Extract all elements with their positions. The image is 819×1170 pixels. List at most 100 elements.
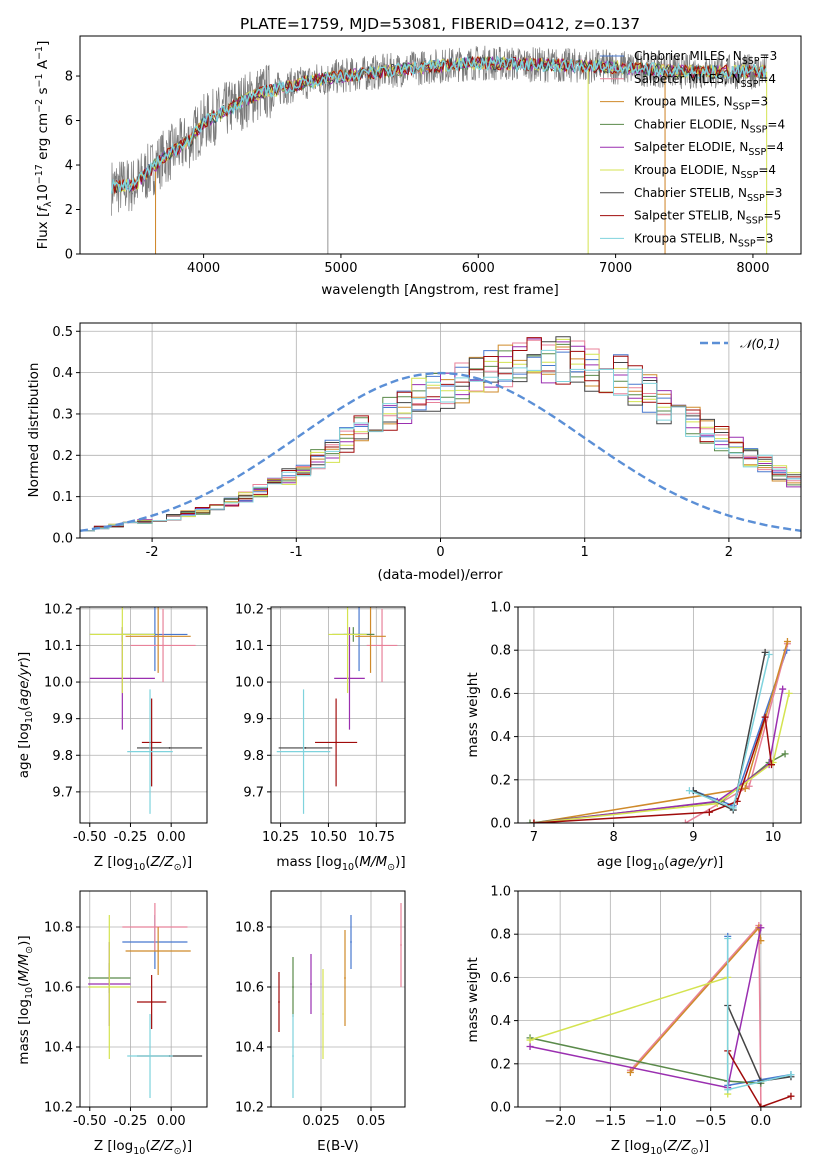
y-tick-label: 4 bbox=[65, 159, 73, 174]
age_vs_Z-frame bbox=[79, 606, 208, 824]
mass_vs_Z-frame bbox=[79, 890, 208, 1108]
weight-line-salpeter-miles bbox=[629, 923, 762, 1107]
weight-marker bbox=[787, 1071, 795, 1079]
y-tick-label: 10.8 bbox=[235, 921, 264, 936]
y-tick-label: 1.0 bbox=[490, 885, 511, 900]
residual_hist-axes: -2 -1 0 1 2 0.0 0.1 0.2 0.3 0.4 0.5 bbox=[52, 323, 801, 560]
age_vs_Z-axes: -0.50 -0.25 0.00 9.7 9.8 9.9 10.0 10.1 10.2 bbox=[44, 602, 207, 845]
weight_vs_age-frame bbox=[517, 606, 802, 824]
data-point bbox=[150, 1001, 153, 1003]
model-spectrum-kroupa-stelib bbox=[110, 54, 767, 194]
age_vs_Z-plot bbox=[89, 607, 203, 814]
mass_vs_ebv-axes: 0.025 0.05 10.2 10.4 10.6 10.8 bbox=[235, 891, 405, 1129]
x-tick-label: -1 bbox=[290, 545, 303, 560]
y-tick-label: 10.2 bbox=[235, 1101, 264, 1116]
histogram-kroupa-elodie bbox=[80, 338, 801, 532]
data-point bbox=[149, 750, 151, 753]
legend-entry: Kroupa ELODIE, NSSP=4 bbox=[634, 163, 776, 181]
histogram-salpeter-miles bbox=[80, 339, 801, 532]
weight_vs_Z-plot bbox=[526, 922, 795, 1107]
y-tick-label: 0 bbox=[65, 248, 73, 263]
weight-marker bbox=[681, 819, 689, 823]
x-tick-label: 0.0 bbox=[751, 1114, 772, 1129]
y-tick-label: 9.7 bbox=[243, 785, 264, 800]
legend-entry: Chabrier MILES, NSSP=3 bbox=[634, 49, 777, 67]
x-tick-label: −1.0 bbox=[645, 1114, 677, 1129]
x-tick-label: -0.50 bbox=[73, 1114, 107, 1129]
y-tick-label: 9.8 bbox=[52, 749, 73, 764]
data-point bbox=[121, 633, 124, 636]
data-point bbox=[157, 635, 160, 638]
mass_vs_ebv-frame bbox=[270, 890, 406, 1108]
x-tick-label: 5000 bbox=[324, 261, 357, 276]
spectrum-axes: 4000 5000 6000 7000 8000 0 2 4 6 8 bbox=[65, 70, 770, 276]
weight-marker bbox=[757, 924, 765, 932]
mass_vs_ebv-plot bbox=[278, 903, 402, 1098]
y-tick-label: 9.7 bbox=[52, 785, 73, 800]
weight-marker bbox=[761, 713, 769, 721]
legend-entry: Kroupa STELIB, NSSP=3 bbox=[634, 231, 773, 249]
weight-marker bbox=[783, 638, 791, 646]
x-tick-label: 6000 bbox=[462, 261, 495, 276]
x-tick-label: -0.25 bbox=[114, 830, 148, 845]
y-tick-label: 9.9 bbox=[243, 712, 264, 727]
data-point bbox=[381, 644, 383, 647]
y-tick-label: 10.1 bbox=[44, 639, 73, 654]
x-axis-label: E(B-V) bbox=[317, 1138, 359, 1154]
histogram-salpeter-stelib bbox=[80, 337, 801, 532]
weight-line-kroupa-elodie bbox=[533, 693, 790, 823]
weight-marker bbox=[741, 784, 749, 792]
weight-marker bbox=[729, 804, 737, 812]
age_vs_mass-frame bbox=[270, 606, 406, 824]
mass_vs_Z-plot bbox=[88, 903, 203, 1098]
normal-curve bbox=[80, 371, 801, 532]
weight-marker bbox=[685, 787, 693, 795]
data-point bbox=[322, 1013, 324, 1015]
x-axis-label: mass [log10(M/M⊙)] bbox=[276, 854, 405, 873]
x-tick-label: 8 bbox=[610, 830, 618, 845]
data-point bbox=[153, 926, 156, 928]
x-tick-label: 10.50 bbox=[310, 830, 347, 845]
x-tick-label: 0.025 bbox=[302, 1114, 339, 1129]
data-point bbox=[278, 1001, 280, 1003]
data-point bbox=[310, 983, 312, 985]
weight-line-salpeter-stelib bbox=[727, 1050, 792, 1107]
x-tick-label: 1 bbox=[581, 545, 589, 560]
y-tick-label: 10.8 bbox=[44, 921, 73, 936]
x-axis-label: wavelength [Angstrom, rest frame] bbox=[321, 282, 559, 298]
y-tick-label: 6 bbox=[65, 114, 73, 129]
data-point bbox=[369, 635, 372, 638]
legend-entry: Salpeter STELIB, NSSP=5 bbox=[634, 209, 781, 227]
y-tick-label: 9.9 bbox=[52, 712, 73, 727]
data-point bbox=[304, 747, 307, 749]
y-tick-label: 1.0 bbox=[490, 601, 511, 616]
weight-marker bbox=[705, 808, 713, 816]
weight_vs_Z-axes: −2.0 −1.5 −1.0 −0.5 0.0 0.0 0.2 0.4 0.6 0.8 1.0 bbox=[490, 885, 801, 1129]
mass_vs_Z-axes: -0.50 -0.25 0.00 10.2 10.4 10.6 10.8 bbox=[44, 891, 207, 1129]
histogram-kroupa-miles bbox=[80, 344, 801, 532]
x-tick-label: 8000 bbox=[736, 261, 769, 276]
weight-marker bbox=[526, 1043, 534, 1051]
histogram-salpeter-elodie bbox=[80, 338, 801, 532]
data-point bbox=[344, 977, 346, 979]
weight-marker bbox=[779, 685, 787, 693]
weight-line-chabrier-stelib bbox=[693, 652, 766, 812]
x-tick-label: 0.00 bbox=[157, 1114, 186, 1129]
histogram-chabrier-miles bbox=[80, 350, 801, 532]
y-tick-label: 10.0 bbox=[44, 676, 73, 691]
y-tick-label: 0.4 bbox=[490, 1014, 511, 1029]
x-tick-label: -2 bbox=[146, 545, 159, 560]
weight-marker bbox=[724, 935, 732, 943]
weight-marker bbox=[781, 750, 789, 758]
data-point bbox=[335, 741, 337, 744]
data-point bbox=[302, 750, 305, 753]
y-axis-label: age [log10(age/yr)] bbox=[16, 652, 35, 778]
legend-entry: Chabrier STELIB, NSSP=3 bbox=[634, 186, 782, 204]
legend-entry: Chabrier ELODIE, NSSP=4 bbox=[634, 117, 785, 135]
y-tick-label: 10.6 bbox=[235, 981, 264, 996]
x-tick-label: 10 bbox=[765, 830, 782, 845]
x-tick-label: −0.5 bbox=[695, 1114, 727, 1129]
y-tick-label: 0.8 bbox=[490, 644, 511, 659]
y-tick-label: 0.6 bbox=[490, 687, 511, 702]
chart-title: PLATE=1759, MJD=53081, FIBERID=0412, z=0… bbox=[240, 15, 640, 33]
